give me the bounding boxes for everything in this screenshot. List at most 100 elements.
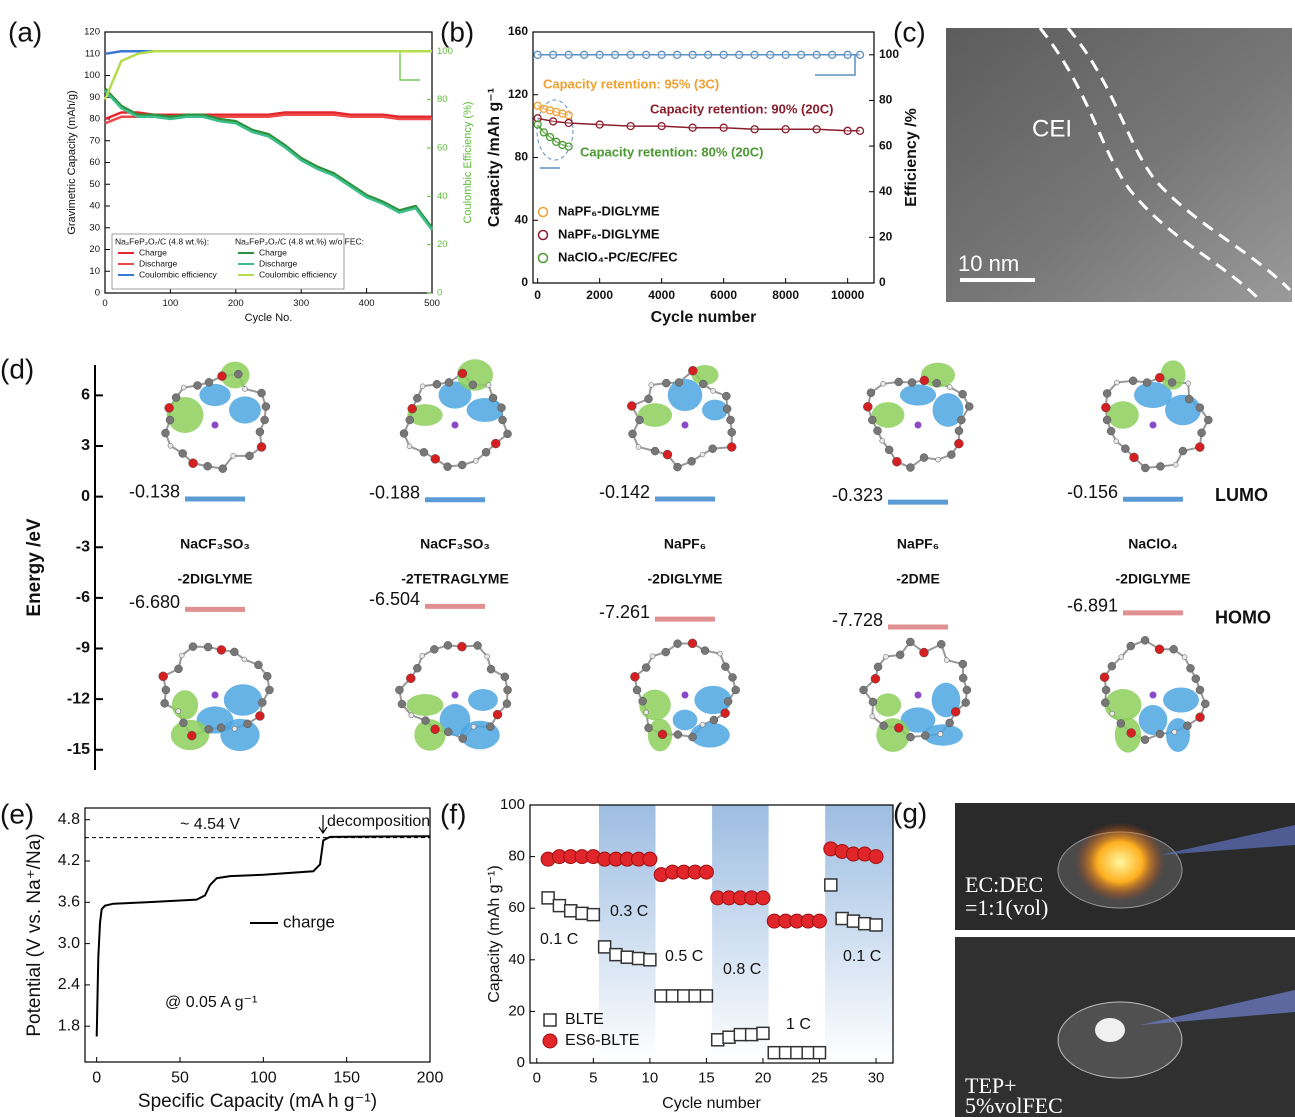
- y-tick-label: 100: [84, 70, 100, 81]
- level-value: -0.142: [599, 482, 650, 502]
- level-name: HOMO: [1215, 608, 1271, 628]
- data-line: [538, 118, 860, 131]
- salt-label: NaCF₃SO₃: [420, 536, 490, 552]
- atom: [954, 439, 963, 448]
- atom: [636, 416, 644, 424]
- shaded-band: [599, 805, 656, 1063]
- atom: [963, 686, 971, 694]
- y-tick-label: 3.6: [58, 894, 80, 911]
- atom: [262, 403, 270, 411]
- legend-symbol: [539, 231, 548, 240]
- y-tick-label: 120: [84, 27, 100, 38]
- atom: [1141, 636, 1149, 644]
- y-tick-label: 80: [89, 114, 100, 125]
- atom: [1110, 711, 1115, 716]
- level-value: -0.188: [369, 483, 420, 503]
- atom: [218, 372, 227, 381]
- atom: [469, 381, 477, 389]
- atom: [867, 389, 875, 397]
- atom: [1119, 655, 1124, 660]
- y2-tick-label: 80: [437, 94, 448, 105]
- y-axis-label: Capacity (mAh g⁻¹): [486, 865, 503, 1002]
- data-point: [674, 51, 681, 58]
- data-point: [870, 919, 882, 931]
- atom: [944, 658, 949, 663]
- y-tick-label: 1.8: [58, 1017, 80, 1034]
- atom: [445, 378, 453, 386]
- atom: [175, 665, 183, 673]
- data-point: [857, 51, 864, 58]
- atom: [161, 429, 169, 437]
- data-point: [565, 112, 572, 119]
- atom: [504, 430, 512, 438]
- y2-tick-label: 20: [437, 239, 448, 250]
- level-value: -0.138: [129, 482, 180, 502]
- data-point: [700, 990, 712, 1002]
- atom: [644, 710, 649, 715]
- atom: [1150, 692, 1157, 699]
- y2-tick-label: 40: [437, 191, 448, 202]
- atom: [722, 392, 730, 400]
- atom: [231, 453, 236, 458]
- data-line: [105, 91, 432, 230]
- axis-arrow: [400, 52, 420, 80]
- orbital-lobe: [199, 384, 230, 406]
- atom: [444, 463, 452, 471]
- x-tick-label: 50: [171, 1070, 189, 1087]
- data-point: [689, 51, 696, 58]
- legend-label: charge: [283, 912, 335, 931]
- data-point: [643, 51, 650, 58]
- data-line: [105, 89, 432, 228]
- panel-label: (b): [440, 16, 474, 47]
- x-axis-label: Cycle number: [662, 1095, 761, 1112]
- salt-label: NaCF₃SO₃: [180, 536, 250, 552]
- x-tick-label: 200: [417, 1070, 444, 1087]
- data-point: [857, 127, 864, 134]
- legend-label: NaPF₆-DIGLYME: [558, 203, 660, 218]
- x-tick-label: 30: [868, 1069, 885, 1086]
- atom: [908, 379, 916, 387]
- y-tick-label: 3: [81, 437, 90, 454]
- atom: [1173, 462, 1178, 467]
- photo-label: EC:DEC: [965, 872, 1043, 897]
- atom: [1201, 700, 1209, 708]
- x-axis-label: Cycle number: [651, 309, 757, 326]
- atom: [212, 422, 219, 429]
- annotation: Capacity retention: 95% (3C): [543, 76, 719, 91]
- atom: [168, 443, 173, 448]
- data-point: [829, 51, 836, 58]
- x-tick-label: 100: [162, 298, 178, 309]
- data-line: [105, 51, 432, 99]
- shaded-band: [712, 805, 769, 1063]
- data-point: [720, 51, 727, 58]
- atom: [682, 692, 689, 699]
- atom: [642, 664, 650, 672]
- atom: [675, 378, 683, 386]
- atom: [172, 394, 180, 402]
- atom: [673, 463, 681, 471]
- atom: [1101, 699, 1109, 707]
- y-tick-label: -12: [67, 690, 90, 707]
- page: {"chart_data": [ {"type": "line", "panel…: [0, 0, 1295, 1117]
- atom: [193, 381, 201, 389]
- y-tick-label: 70: [89, 135, 100, 146]
- y2-tick-label: 40: [879, 184, 893, 198]
- level-value: -6.504: [369, 589, 420, 609]
- atom: [458, 461, 466, 469]
- scale-label: 10 nm: [958, 251, 1019, 276]
- atom: [179, 450, 187, 458]
- data-line: [97, 836, 430, 1036]
- solvent-label: -2DIGLYME: [1116, 571, 1191, 587]
- atom: [874, 427, 882, 435]
- atom: [689, 733, 697, 741]
- atom: [1196, 686, 1204, 694]
- salt-label: NaPF₆: [664, 536, 706, 552]
- atom: [489, 394, 497, 402]
- orbital-lobe: [673, 710, 698, 731]
- atom: [413, 394, 421, 402]
- orbital-lobe: [414, 719, 445, 750]
- atom: [1127, 728, 1136, 737]
- atom: [1100, 673, 1109, 682]
- solvent-label: -2DIGLYME: [178, 571, 253, 587]
- atom: [700, 452, 705, 457]
